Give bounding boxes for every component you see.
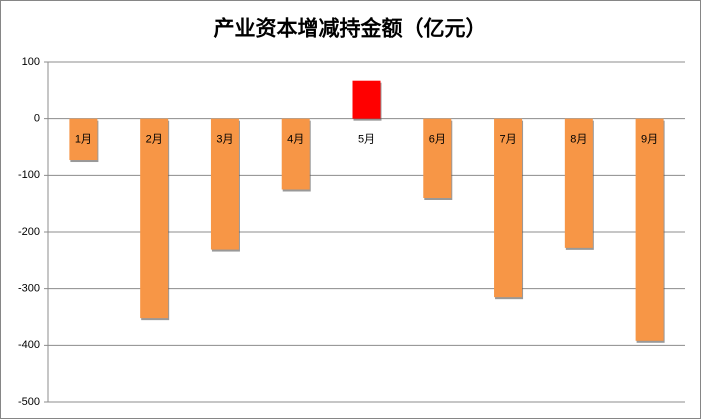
x-tick-label: 3月 xyxy=(216,134,233,146)
bar xyxy=(69,118,98,161)
x-tick-label: 7月 xyxy=(499,134,516,146)
bar xyxy=(140,118,169,319)
y-tick-label: -100 xyxy=(18,169,40,181)
x-tick-label: 2月 xyxy=(146,134,163,146)
chart-title: 产业资本增减持金额（亿元） xyxy=(214,16,487,41)
y-tick-label: 0 xyxy=(34,113,40,125)
bar xyxy=(635,118,664,341)
bar xyxy=(494,118,523,298)
x-tick-label: 9月 xyxy=(641,134,658,146)
bar xyxy=(281,118,310,190)
bar xyxy=(352,80,381,119)
y-tick-label: 100 xyxy=(22,56,40,68)
y-tick-label: -200 xyxy=(18,226,40,238)
y-tick-label: -300 xyxy=(18,283,40,295)
bar xyxy=(423,118,452,198)
x-tick-label: 4月 xyxy=(287,134,304,146)
x-tick-label: 8月 xyxy=(570,134,587,146)
y-tick-label: -500 xyxy=(18,396,40,408)
x-tick-label: 1月 xyxy=(75,134,92,146)
y-tick-label: -400 xyxy=(18,339,40,351)
bar xyxy=(564,118,593,248)
x-tick-label: 6月 xyxy=(429,134,446,146)
x-tick-label: 5月 xyxy=(358,134,375,146)
bar xyxy=(210,118,239,250)
